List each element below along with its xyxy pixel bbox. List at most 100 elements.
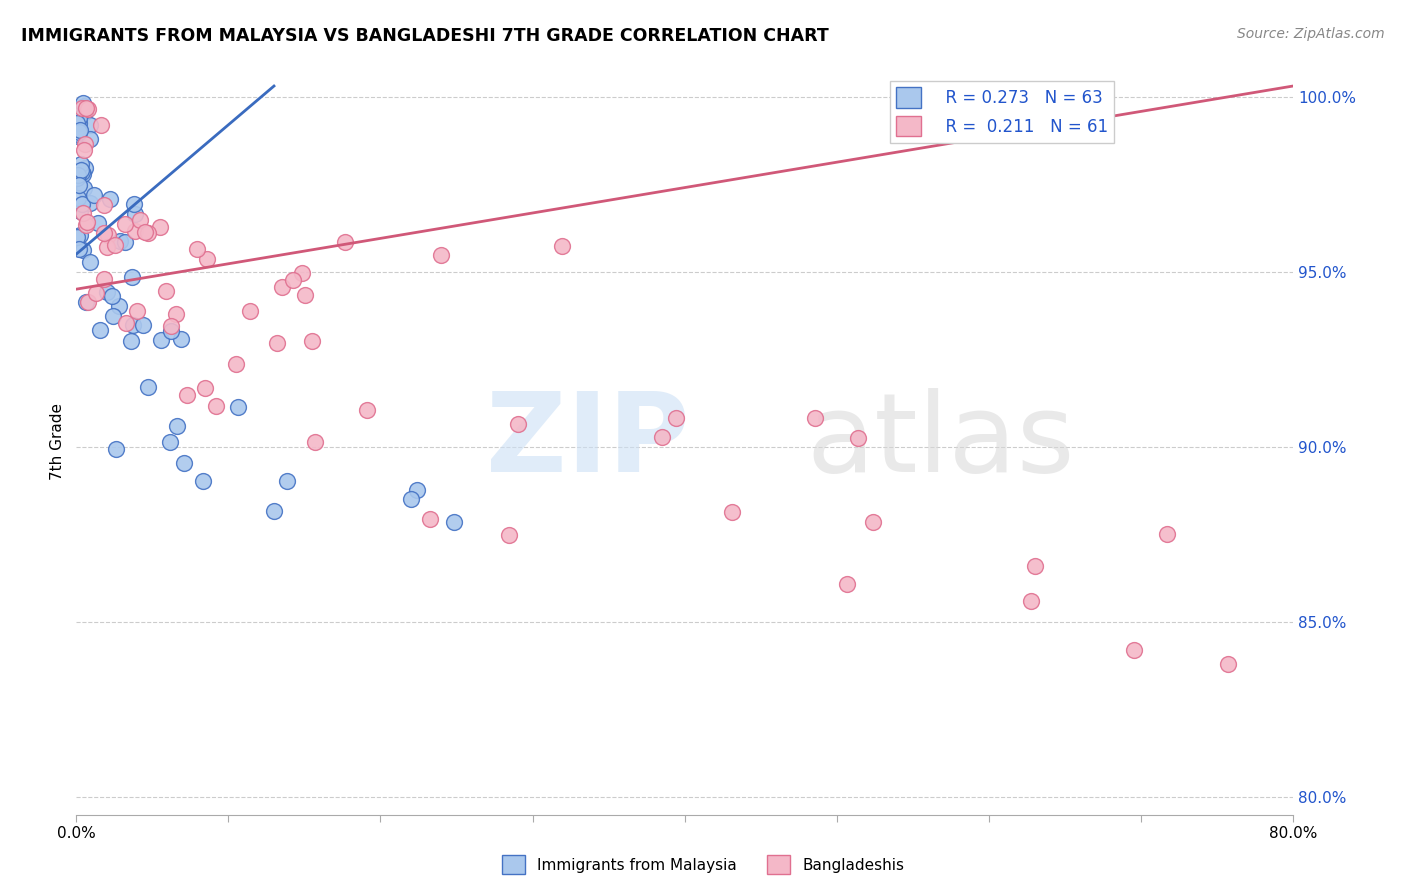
Point [66, 171, 89, 186]
Point [73, 99, 96, 113]
Point [90, 118, 112, 132]
Point [301, 334, 323, 348]
Point [173, 456, 195, 470]
Point [1021, 594, 1043, 608]
Point [430, 247, 453, 261]
Point [69, 227, 91, 242]
Point [294, 288, 316, 302]
Point [79, 119, 101, 133]
Legend: Immigrants from Malaysia, Bangladeshis: Immigrants from Malaysia, Bangladeshis [495, 849, 911, 880]
Point [89, 322, 111, 336]
Point [160, 324, 183, 338]
Point [121, 270, 143, 285]
Point [239, 304, 262, 318]
Point [75, 137, 97, 152]
Point [270, 280, 292, 294]
Point [122, 197, 145, 211]
Point [443, 515, 465, 529]
Point [176, 388, 198, 402]
Point [70, 157, 93, 171]
Point [75, 161, 97, 176]
Point [121, 334, 143, 348]
Point [195, 252, 218, 267]
Point [406, 483, 429, 498]
Point [804, 410, 827, 425]
Point [97, 228, 120, 243]
Point [125, 304, 148, 318]
Point [73, 180, 96, 194]
Point [263, 504, 285, 518]
Point [356, 402, 378, 417]
Point [122, 318, 145, 333]
Point [136, 226, 159, 240]
Point [79, 132, 101, 146]
Point [159, 434, 181, 449]
Point [129, 212, 152, 227]
Point [225, 357, 247, 371]
Point [551, 239, 574, 253]
Point [98, 192, 121, 206]
Point [76, 102, 98, 116]
Point [304, 434, 326, 449]
Point [506, 417, 529, 432]
Point [155, 284, 177, 298]
Point [124, 224, 146, 238]
Point [93, 271, 115, 285]
Point [124, 207, 146, 221]
Point [66, 168, 89, 182]
Point [149, 334, 172, 348]
Point [104, 442, 127, 457]
Point [66, 229, 89, 244]
Legend:   R = 0.273   N = 63,   R =  0.211   N = 61: R = 0.273 N = 63, R = 0.211 N = 61 [890, 80, 1115, 143]
Point [862, 515, 884, 529]
Point [335, 235, 357, 250]
Point [72, 197, 94, 211]
Point [131, 318, 153, 332]
Point [846, 431, 869, 445]
Point [108, 299, 131, 313]
Point [66, 127, 89, 141]
Point [191, 474, 214, 488]
Point [1024, 558, 1046, 573]
Point [101, 310, 124, 324]
Point [166, 419, 188, 434]
Point [837, 577, 859, 591]
Point [115, 317, 138, 331]
Point [276, 474, 298, 488]
Point [204, 399, 226, 413]
Point [75, 295, 97, 310]
Point [104, 237, 127, 252]
Text: ZIP: ZIP [485, 388, 689, 495]
Point [70, 165, 93, 179]
Point [96, 285, 118, 300]
Point [186, 242, 208, 256]
Point [83, 188, 105, 202]
Point [1123, 643, 1146, 657]
Point [72, 206, 94, 220]
Point [72, 96, 94, 111]
Point [79, 196, 101, 211]
Point [72, 101, 94, 115]
Point [665, 411, 688, 425]
Point [93, 226, 115, 240]
Point [114, 235, 136, 249]
Point [76, 215, 98, 229]
Point [100, 289, 122, 303]
Point [67, 111, 90, 125]
Point [651, 430, 673, 444]
Point [79, 254, 101, 268]
Point [114, 218, 136, 232]
Point [84, 285, 107, 300]
Y-axis label: 7th Grade: 7th Grade [51, 403, 65, 480]
Point [401, 491, 423, 506]
Text: atlas: atlas [806, 388, 1074, 495]
Text: IMMIGRANTS FROM MALAYSIA VS BANGLADESHI 7TH GRADE CORRELATION CHART: IMMIGRANTS FROM MALAYSIA VS BANGLADESHI … [21, 27, 830, 45]
Point [498, 528, 520, 542]
Point [160, 318, 183, 333]
Point [69, 125, 91, 139]
Point [165, 307, 187, 321]
Point [66, 116, 89, 130]
Point [419, 512, 441, 526]
Point [226, 400, 249, 414]
Point [134, 225, 156, 239]
